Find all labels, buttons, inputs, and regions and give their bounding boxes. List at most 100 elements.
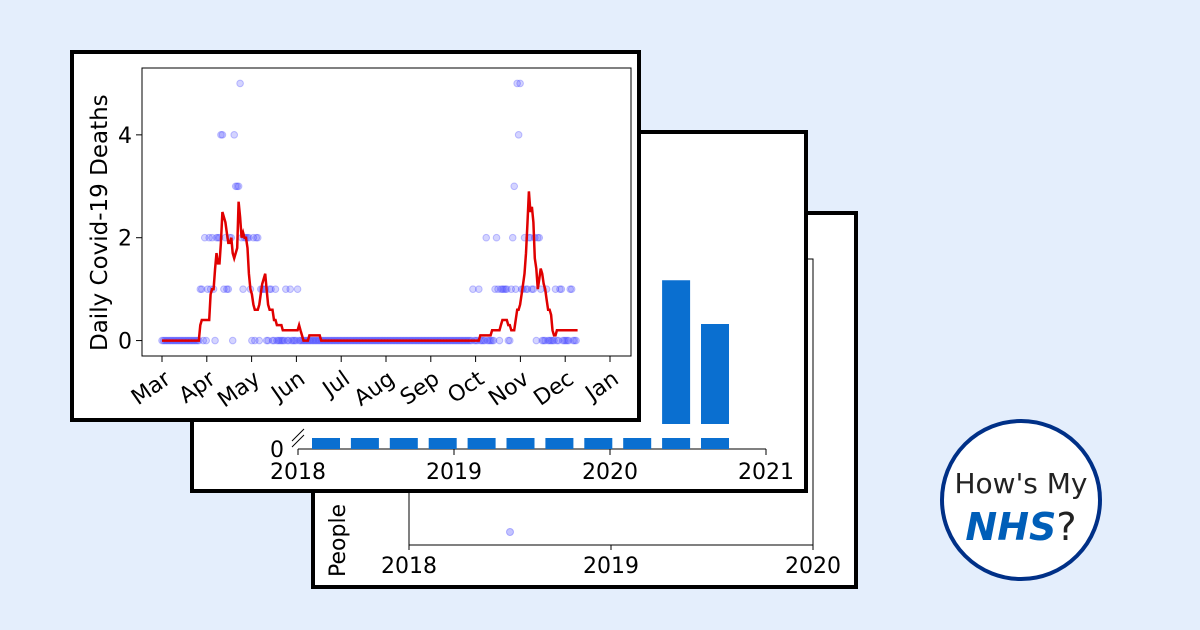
data-point	[561, 336, 570, 345]
data-point	[486, 336, 495, 345]
data-point	[197, 285, 206, 293]
x-tick-label: 2020	[582, 460, 638, 485]
data-point	[277, 336, 286, 345]
data-point	[556, 285, 564, 293]
x-tick-label: 2020	[785, 554, 841, 579]
bar	[701, 324, 729, 424]
data-point	[271, 285, 280, 293]
data-point	[205, 233, 213, 242]
bar	[350, 438, 379, 449]
data-point	[511, 285, 520, 293]
data-point	[286, 285, 295, 293]
data-point	[280, 336, 289, 345]
logo-question-mark: ?	[1056, 505, 1077, 549]
data-point	[488, 336, 496, 345]
data-point	[516, 79, 524, 88]
bar	[584, 438, 613, 449]
data-point	[292, 336, 300, 345]
x-tick-label: 2019	[583, 554, 639, 579]
x-tick-label: 2018	[381, 554, 437, 579]
data-point	[539, 336, 548, 345]
data-point	[498, 285, 507, 293]
data-point	[234, 182, 243, 191]
data-point	[559, 336, 567, 345]
data-point	[212, 233, 221, 242]
data-point	[251, 336, 259, 345]
data-point	[566, 285, 575, 293]
x-tick-label: Nov	[484, 366, 534, 411]
logo-text-line1: How's My	[954, 467, 1088, 500]
data-point	[276, 336, 284, 345]
data-point	[284, 336, 293, 345]
x-tick-label: 2018	[270, 460, 326, 485]
data-point	[290, 336, 299, 345]
data-point	[541, 336, 549, 345]
data-point	[551, 285, 560, 293]
data-point	[505, 336, 514, 345]
data-point	[239, 285, 247, 293]
x-tick-label: Jan	[580, 366, 624, 407]
x-tick-label: Jul	[317, 366, 355, 403]
data-point	[572, 336, 580, 345]
data-point	[508, 233, 517, 242]
data-point	[507, 285, 516, 293]
data-point	[253, 233, 262, 242]
x-tick-label: Aug	[350, 366, 400, 411]
data-point	[281, 285, 290, 293]
data-point	[504, 336, 513, 345]
data-point	[270, 336, 278, 345]
y-axis-label: People	[326, 504, 351, 577]
data-point	[547, 336, 555, 345]
data-point	[218, 131, 227, 139]
data-point	[548, 336, 557, 345]
data-point	[293, 285, 302, 293]
data-point	[268, 336, 277, 345]
x-tick-label: Apr	[175, 366, 221, 409]
data-point	[475, 285, 483, 293]
data-point	[497, 285, 505, 293]
data-point	[231, 182, 240, 191]
y-tick-label: 2	[118, 227, 132, 252]
data-point	[252, 233, 261, 242]
data-point	[289, 336, 297, 345]
data-point	[202, 336, 211, 345]
data-point	[532, 336, 541, 345]
y-tick-label: 4	[118, 124, 132, 149]
data-point	[224, 285, 233, 293]
data-point	[554, 336, 563, 345]
data-point	[544, 336, 552, 345]
data-point	[211, 336, 219, 345]
data-point	[283, 336, 292, 345]
x-tick-label: 2021	[738, 460, 794, 485]
plot-frame	[141, 67, 632, 357]
data-point	[560, 336, 569, 345]
logo-text-line2: NHS?	[944, 505, 1098, 549]
data-point	[501, 285, 510, 293]
data-point	[480, 336, 489, 345]
x-tick-label: Dec	[529, 366, 578, 411]
data-point	[287, 336, 296, 345]
data-point	[523, 285, 532, 293]
data-point	[228, 336, 237, 345]
data-point	[550, 336, 558, 345]
axis-break-mark	[291, 428, 305, 442]
x-tick-label: Jun	[266, 366, 310, 407]
data-point	[249, 233, 258, 242]
data-point	[506, 528, 514, 536]
data-point	[513, 79, 521, 88]
data-point	[567, 285, 576, 293]
y-tick-label: 0	[118, 330, 132, 355]
data-point	[503, 285, 511, 293]
data-point	[220, 285, 228, 293]
data-point	[223, 285, 231, 293]
data-point	[553, 336, 561, 345]
hows-my-nhs-logo: How's My NHS?	[940, 419, 1102, 581]
rolling-average-line	[162, 191, 578, 342]
data-point	[217, 131, 225, 139]
data-point	[570, 336, 579, 345]
logo-brand: NHS	[965, 505, 1057, 549]
data-point	[485, 336, 493, 345]
data-point	[279, 336, 287, 345]
data-point	[482, 233, 491, 242]
